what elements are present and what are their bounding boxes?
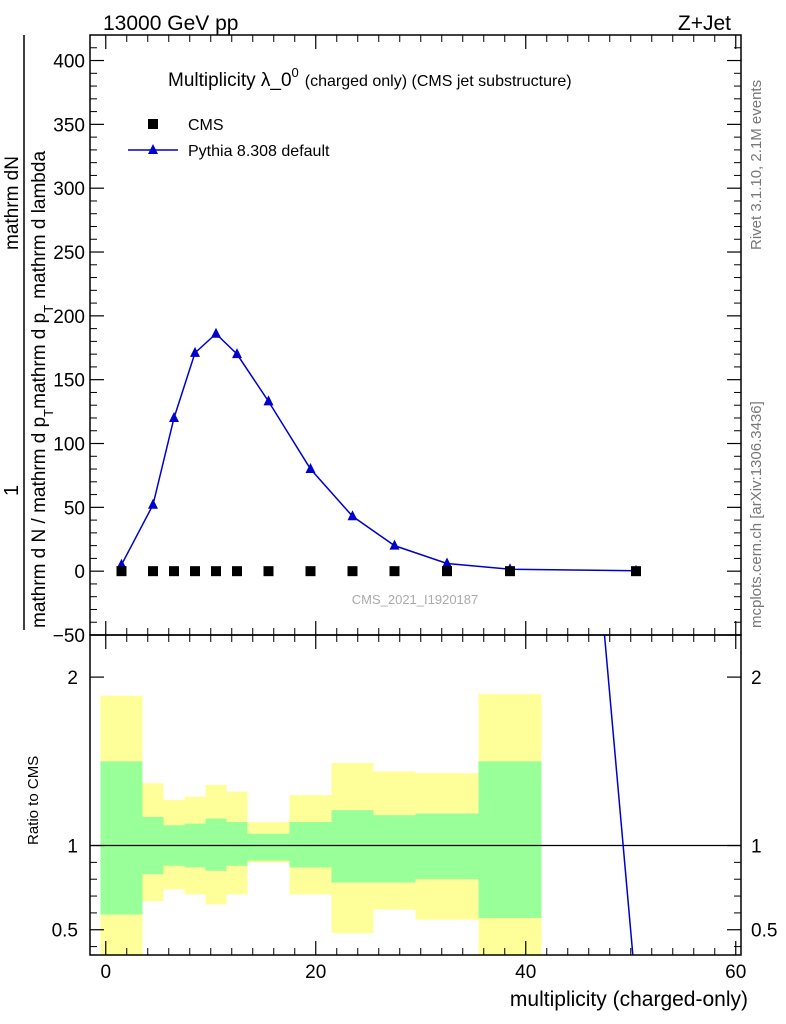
y-title-part-2: mathrm d p — [29, 313, 50, 409]
ratio-y-tick-label-right: 2 — [751, 668, 762, 689]
y-tick-label: −50 — [53, 626, 85, 647]
y-title-sub-1: T — [41, 409, 56, 417]
legend-pythia-label: Pythia 8.308 default — [188, 143, 330, 160]
ratio-inner-band — [247, 833, 290, 861]
chart-title-superscript: 0 — [292, 65, 299, 80]
ratio-y-tick-label-left: 0.5 — [52, 921, 78, 942]
ratio-panel: 0.5 0.5 1 1 2 2 0 20 40 60 Ratio to CMS multipli… — [25, 634, 777, 1011]
y-axis-title-top: 1 — [1, 485, 23, 496]
x-tick-label: 60 — [725, 962, 746, 983]
chart-subtitle: (charged only) (CMS jet substructure) — [305, 73, 572, 90]
ratio-inner-band — [331, 810, 374, 883]
pythia-line — [120, 332, 637, 572]
y-title-part-1: mathrm d N / mathrm d p — [29, 417, 50, 628]
cms-point — [211, 566, 221, 577]
legend-cms-label: CMS — [188, 117, 224, 134]
y-tick-label: 150 — [53, 371, 85, 392]
ratio-y-tick-label-right: 0.5 — [751, 921, 777, 942]
x-axis: 0 20 40 60 — [100, 635, 746, 983]
ratio-series-layer — [603, 634, 634, 956]
chart-title: Multiplicity λ_00 (charged only) (CMS jet… — [168, 65, 572, 91]
ratio-y-axis-title: Ratio to CMS — [25, 756, 42, 845]
ratio-inner-band — [478, 761, 542, 918]
ratio-inner-band — [205, 818, 227, 871]
x-tick-label: 0 — [100, 962, 111, 983]
y-tick-label: 400 — [53, 52, 85, 73]
y-tick-label: 200 — [53, 307, 85, 328]
ratio-inner-band — [415, 813, 479, 880]
energy-label: 13000 GeV pp — [103, 12, 238, 35]
x-axis-title: multiplicity (charged-only) — [510, 988, 748, 1011]
ratio-y-tick-label-right: 1 — [751, 837, 762, 858]
x-tick-label: 20 — [305, 962, 326, 983]
cms-point — [190, 566, 200, 577]
watermark-label: CMS_2021_I1920187 — [352, 592, 479, 607]
y-tick-label: 0 — [74, 562, 85, 583]
mcplots-label: mcplots.cern.ch [arXiv:1306.3436] — [748, 401, 765, 628]
ratio-bands — [100, 693, 542, 955]
process-label: Z+Jet — [678, 12, 731, 35]
main-panel: −50 0 50 100 150 200 250 300 350 400 CMS_2021_I19… — [1, 34, 742, 647]
legend: CMS Pythia 8.308 default — [128, 117, 330, 160]
rivet-version-label: Rivet 3.1.10, 2.1M events — [748, 80, 765, 250]
ratio-inner-band — [289, 821, 332, 868]
pythia-point — [389, 539, 400, 550]
legend-pythia-marker — [148, 144, 158, 154]
pythia-point — [305, 463, 316, 474]
pythia-point — [347, 510, 358, 521]
y-axis-title-numerator: mathrm dN — [2, 156, 23, 250]
pythia-point — [169, 411, 179, 422]
y-tick-label: 50 — [64, 498, 85, 519]
cms-point — [505, 566, 515, 577]
pythia-point — [148, 498, 158, 509]
cms-point — [389, 566, 400, 577]
cms-point — [148, 566, 158, 577]
cms-point — [232, 566, 242, 577]
cms-point — [305, 566, 316, 577]
y-axis-title-denominator: mathrm d N / mathrm d pTmathrm d pTmathr… — [29, 151, 56, 628]
ratio-pythia-line — [603, 634, 634, 956]
ratio-inner-band — [373, 815, 416, 883]
cms-point — [116, 566, 127, 577]
cms-point — [347, 566, 358, 577]
y-title-sub-2: T — [41, 305, 56, 313]
ratio-inner-band — [226, 821, 248, 866]
main-series-layer — [116, 327, 641, 577]
ratio-y-tick-label-left: 1 — [67, 837, 78, 858]
pythia-point — [263, 395, 274, 406]
cms-point — [169, 566, 179, 577]
y-tick-label: 350 — [53, 115, 85, 136]
pythia-point — [232, 348, 242, 359]
main-y-axis: −50 0 50 100 150 200 250 300 350 400 — [53, 34, 741, 647]
ratio-y-axis: 0.5 0.5 1 1 2 2 — [52, 668, 777, 948]
ratio-inner-band — [100, 761, 143, 915]
ratio-y-tick-label-left: 2 — [67, 668, 78, 689]
cms-point — [442, 566, 452, 577]
cms-point — [631, 566, 641, 577]
y-title-part-3: mathrm d lambda — [29, 151, 50, 299]
pythia-point — [211, 327, 221, 338]
ratio-plot-frame — [89, 634, 742, 956]
pythia-point — [442, 557, 452, 568]
y-axis-title: 1 mathrm dN mathrm d N / mathrm d pTmath… — [1, 35, 56, 630]
chart-title-main: Multiplicity λ_0 — [168, 70, 292, 91]
pythia-point — [190, 346, 200, 357]
x-tick-label: 40 — [515, 962, 536, 983]
y-tick-label: 250 — [53, 243, 85, 264]
y-tick-label: 100 — [53, 435, 85, 456]
legend-cms-marker — [148, 119, 158, 129]
cms-point — [263, 566, 274, 577]
y-tick-label: 300 — [53, 179, 85, 200]
